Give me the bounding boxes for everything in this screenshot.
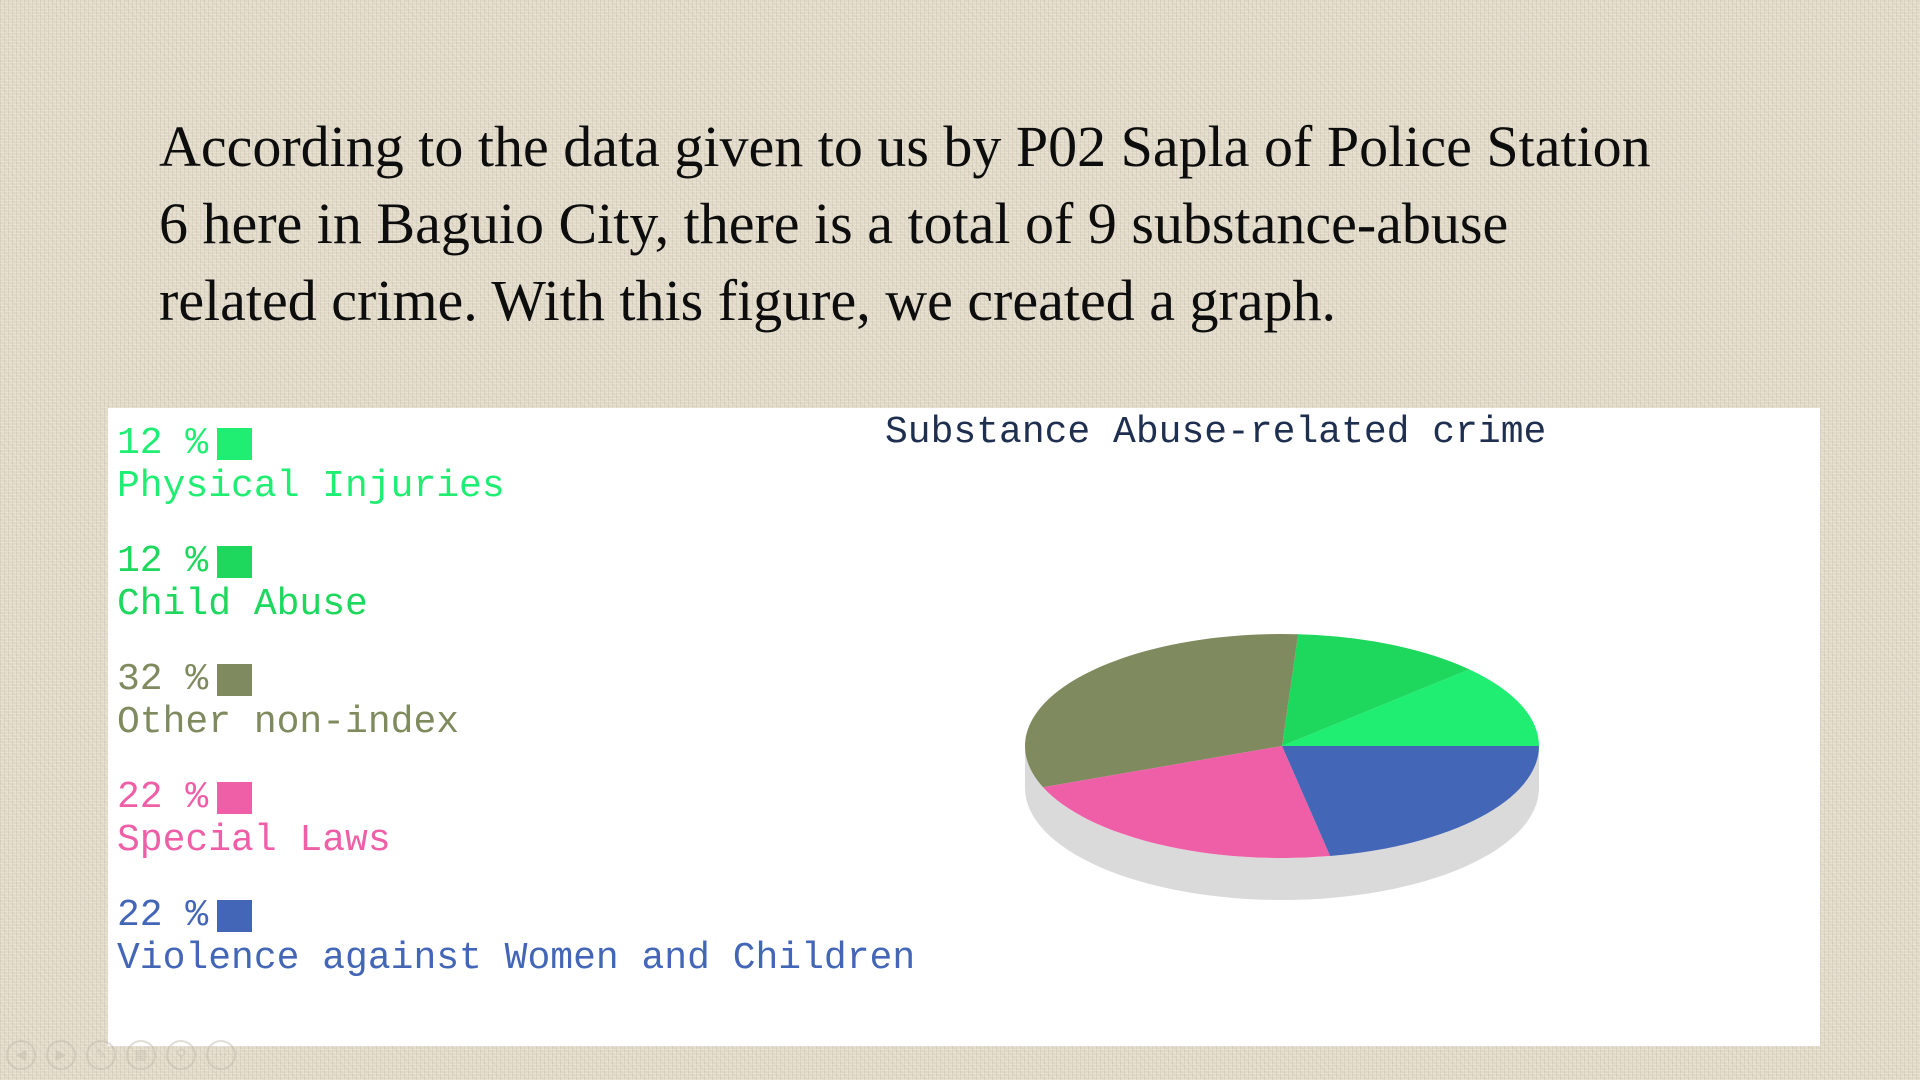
legend-item-physical-injuries: 12 % Physical Injuries	[117, 422, 1117, 540]
legend-item-child-abuse: 12 % Child Abuse	[117, 540, 1117, 658]
chart-legend: 12 % Physical Injuries 12 % Child Abuse …	[117, 422, 1117, 1012]
pie-slice-child-abuse	[1282, 634, 1470, 746]
legend-swatch	[217, 545, 253, 578]
pie-slices	[1025, 633, 1539, 900]
legend-label: Other non-index	[117, 701, 460, 744]
legend-item-special-laws: 22 % Special Laws	[117, 776, 1117, 894]
pie-slice-special-laws	[1043, 746, 1331, 859]
chart-title: Substance Abuse-related crime	[885, 411, 1547, 454]
pie-chart	[1025, 633, 1539, 900]
chart-panel: Substance Abuse-related crime 12 % Physi…	[108, 408, 1820, 1046]
pen-icon[interactable]: ✎	[86, 1040, 116, 1070]
slide-body-text: According to the data given to us by P02…	[159, 108, 1819, 339]
slide-text-line: 6 here in Baguio City, there is a total …	[159, 191, 1509, 256]
next-icon[interactable]: ▶	[46, 1040, 76, 1070]
previous-icon[interactable]: ◀	[6, 1040, 36, 1070]
zoom-icon[interactable]: ⚲	[166, 1040, 196, 1070]
legend-swatch	[217, 663, 253, 696]
legend-item-violence-against-women-and-children: 22 % Violence against Women and Children	[117, 894, 1117, 1012]
more-icon[interactable]: ⋯	[206, 1040, 236, 1070]
legend-swatch	[217, 427, 253, 460]
legend-swatch	[217, 899, 253, 932]
slide-text-line: According to the data given to us by P02…	[159, 114, 1651, 179]
pie-slice-other-non-index	[1025, 633, 1299, 788]
legend-value: 22 %	[117, 894, 209, 937]
grid-icon[interactable]: ▦	[126, 1040, 156, 1070]
slide-text-line: related crime. With this figure, we crea…	[159, 268, 1337, 333]
pie-slice-violence-against-women-and-children	[1282, 746, 1539, 857]
legend-value: 32 %	[117, 658, 209, 701]
pie-depth-side	[1025, 746, 1539, 900]
legend-swatch	[217, 781, 253, 814]
legend-value: 12 %	[117, 422, 209, 465]
legend-item-other-non-index: 32 % Other non-index	[117, 658, 1117, 776]
slideshow-controls: ◀ ▶ ✎ ▦ ⚲ ⋯	[6, 1040, 236, 1070]
legend-value: 12 %	[117, 540, 209, 583]
legend-label: Violence against Women and Children	[117, 937, 916, 980]
legend-value: 22 %	[117, 776, 209, 819]
legend-label: Special Laws	[117, 819, 391, 862]
legend-label: Child Abuse	[117, 583, 368, 626]
pie-slice-physical-injuries	[1282, 669, 1539, 746]
legend-label: Physical Injuries	[117, 465, 505, 508]
